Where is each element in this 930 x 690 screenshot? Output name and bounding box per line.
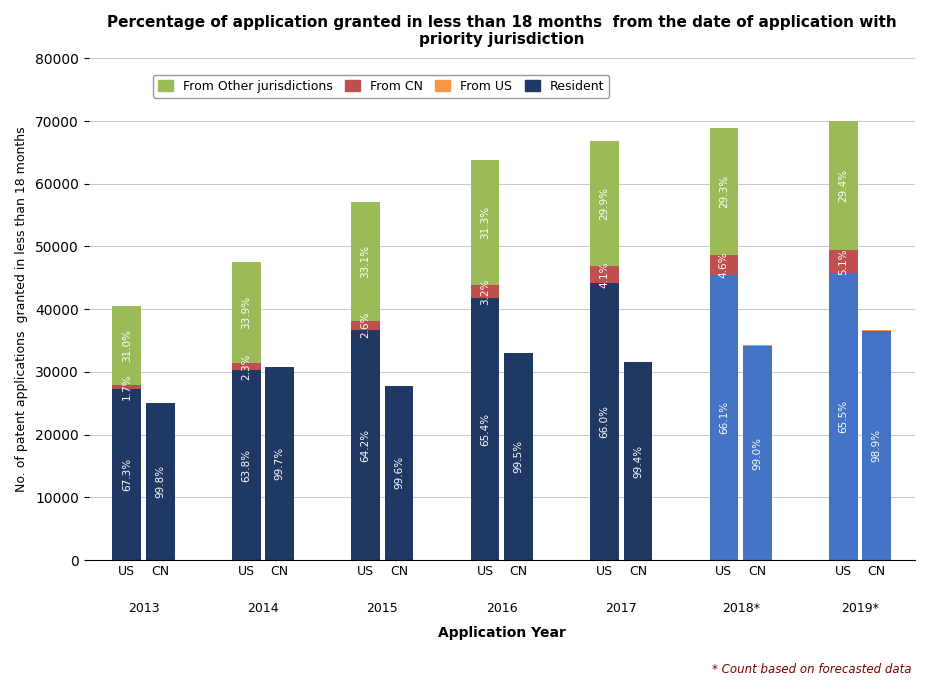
Text: 2014: 2014 bbox=[247, 602, 279, 615]
Text: 66.1%: 66.1% bbox=[719, 401, 729, 434]
Bar bbox=[113, 384, 141, 388]
Bar bbox=[471, 159, 499, 285]
Text: 1.7%: 1.7% bbox=[122, 373, 132, 400]
Y-axis label: No. of patent applications  granted in less than 18 months: No. of patent applications granted in le… bbox=[15, 126, 28, 492]
Text: 2016: 2016 bbox=[486, 602, 518, 615]
Text: 33.9%: 33.9% bbox=[241, 296, 251, 329]
Text: 29.9%: 29.9% bbox=[600, 187, 609, 220]
Text: 3.2%: 3.2% bbox=[480, 278, 490, 305]
Bar bbox=[232, 370, 260, 560]
Text: 63.8%: 63.8% bbox=[241, 448, 251, 482]
Bar bbox=[352, 321, 380, 330]
Text: 67.3%: 67.3% bbox=[122, 458, 132, 491]
Text: 29.3%: 29.3% bbox=[719, 175, 729, 208]
Bar bbox=[743, 346, 772, 560]
Bar bbox=[710, 275, 738, 560]
Text: 33.1%: 33.1% bbox=[361, 245, 371, 278]
Text: 29.4%: 29.4% bbox=[838, 169, 848, 202]
Bar bbox=[146, 403, 175, 560]
Bar bbox=[504, 353, 533, 560]
Text: 2017: 2017 bbox=[605, 602, 637, 615]
Text: 98.9%: 98.9% bbox=[871, 429, 882, 462]
Bar bbox=[471, 298, 499, 560]
Legend: From Other jurisdictions, From CN, From US, Resident: From Other jurisdictions, From CN, From … bbox=[153, 75, 609, 97]
Text: 5.1%: 5.1% bbox=[838, 248, 848, 275]
Text: 31.3%: 31.3% bbox=[480, 206, 490, 239]
Bar bbox=[710, 128, 738, 255]
Text: 64.2%: 64.2% bbox=[361, 428, 371, 462]
Bar bbox=[352, 202, 380, 321]
Bar bbox=[710, 255, 738, 275]
Bar bbox=[624, 362, 652, 560]
Bar bbox=[591, 284, 618, 560]
Text: 99.8%: 99.8% bbox=[155, 465, 166, 498]
Bar bbox=[591, 141, 618, 266]
Bar bbox=[352, 330, 380, 560]
X-axis label: Application Year: Application Year bbox=[438, 627, 565, 640]
Text: 4.6%: 4.6% bbox=[719, 251, 729, 278]
Bar bbox=[232, 262, 260, 363]
Bar bbox=[743, 345, 772, 346]
Text: 31.0%: 31.0% bbox=[122, 328, 132, 362]
Text: 99.6%: 99.6% bbox=[394, 456, 404, 489]
Text: 2019*: 2019* bbox=[841, 602, 879, 615]
Title: Percentage of application granted in less than 18 months  from the date of appli: Percentage of application granted in les… bbox=[107, 15, 897, 48]
Bar bbox=[471, 285, 499, 298]
Bar bbox=[829, 273, 857, 560]
Bar bbox=[385, 386, 414, 560]
Text: 66.0%: 66.0% bbox=[600, 405, 609, 438]
Text: 2013: 2013 bbox=[127, 602, 159, 615]
Bar bbox=[829, 121, 857, 250]
Text: 2018*: 2018* bbox=[722, 602, 760, 615]
Text: 99.7%: 99.7% bbox=[274, 447, 285, 480]
Bar bbox=[591, 266, 618, 284]
Text: 99.4%: 99.4% bbox=[633, 444, 643, 477]
Text: 4.1%: 4.1% bbox=[600, 262, 609, 288]
Text: 65.4%: 65.4% bbox=[480, 413, 490, 446]
Text: * Count based on forecasted data: * Count based on forecasted data bbox=[711, 663, 911, 676]
Text: 2.6%: 2.6% bbox=[361, 312, 371, 339]
Text: 65.5%: 65.5% bbox=[838, 400, 848, 433]
Text: 2015: 2015 bbox=[366, 602, 398, 615]
Bar bbox=[829, 250, 857, 273]
Bar bbox=[232, 363, 260, 370]
Bar bbox=[113, 388, 141, 560]
Bar bbox=[265, 367, 294, 560]
Text: 99.0%: 99.0% bbox=[752, 437, 763, 470]
Text: 2.3%: 2.3% bbox=[241, 353, 251, 380]
Bar bbox=[862, 331, 891, 560]
Bar bbox=[113, 306, 141, 384]
Text: 99.5%: 99.5% bbox=[513, 440, 524, 473]
